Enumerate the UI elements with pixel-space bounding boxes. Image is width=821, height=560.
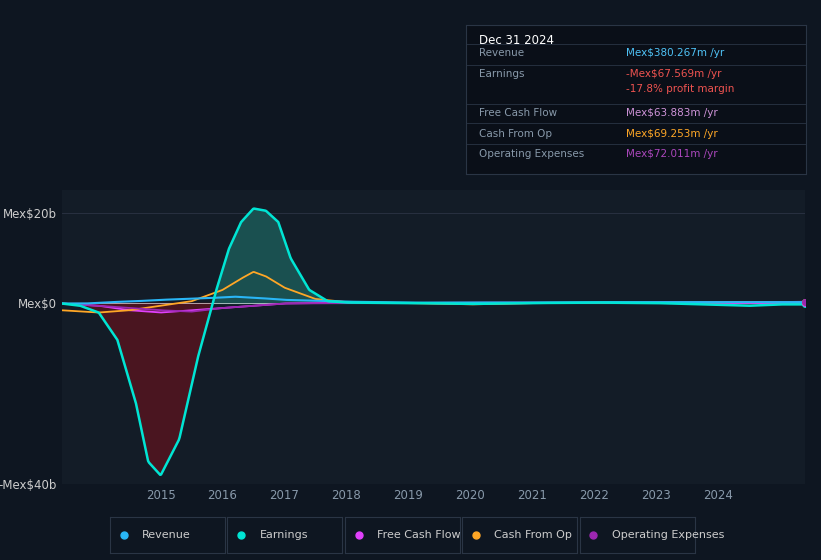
Text: Cash From Op: Cash From Op [479, 129, 553, 138]
Text: Revenue: Revenue [479, 48, 525, 58]
Text: Mex$72.011m /yr: Mex$72.011m /yr [626, 150, 718, 159]
Text: Cash From Op: Cash From Op [494, 530, 572, 540]
Text: Operating Expenses: Operating Expenses [612, 530, 724, 540]
Text: Free Cash Flow: Free Cash Flow [479, 108, 557, 118]
Text: Revenue: Revenue [142, 530, 191, 540]
Text: Mex$63.883m /yr: Mex$63.883m /yr [626, 108, 718, 118]
Text: -Mex$67.569m /yr: -Mex$67.569m /yr [626, 69, 721, 79]
Text: Operating Expenses: Operating Expenses [479, 150, 585, 159]
Text: Mex$69.253m /yr: Mex$69.253m /yr [626, 129, 718, 138]
Text: Free Cash Flow: Free Cash Flow [377, 530, 461, 540]
Text: Dec 31 2024: Dec 31 2024 [479, 34, 554, 47]
Text: Earnings: Earnings [479, 69, 525, 79]
Text: Earnings: Earnings [259, 530, 308, 540]
Text: Mex$380.267m /yr: Mex$380.267m /yr [626, 48, 724, 58]
Text: -17.8% profit margin: -17.8% profit margin [626, 84, 734, 94]
